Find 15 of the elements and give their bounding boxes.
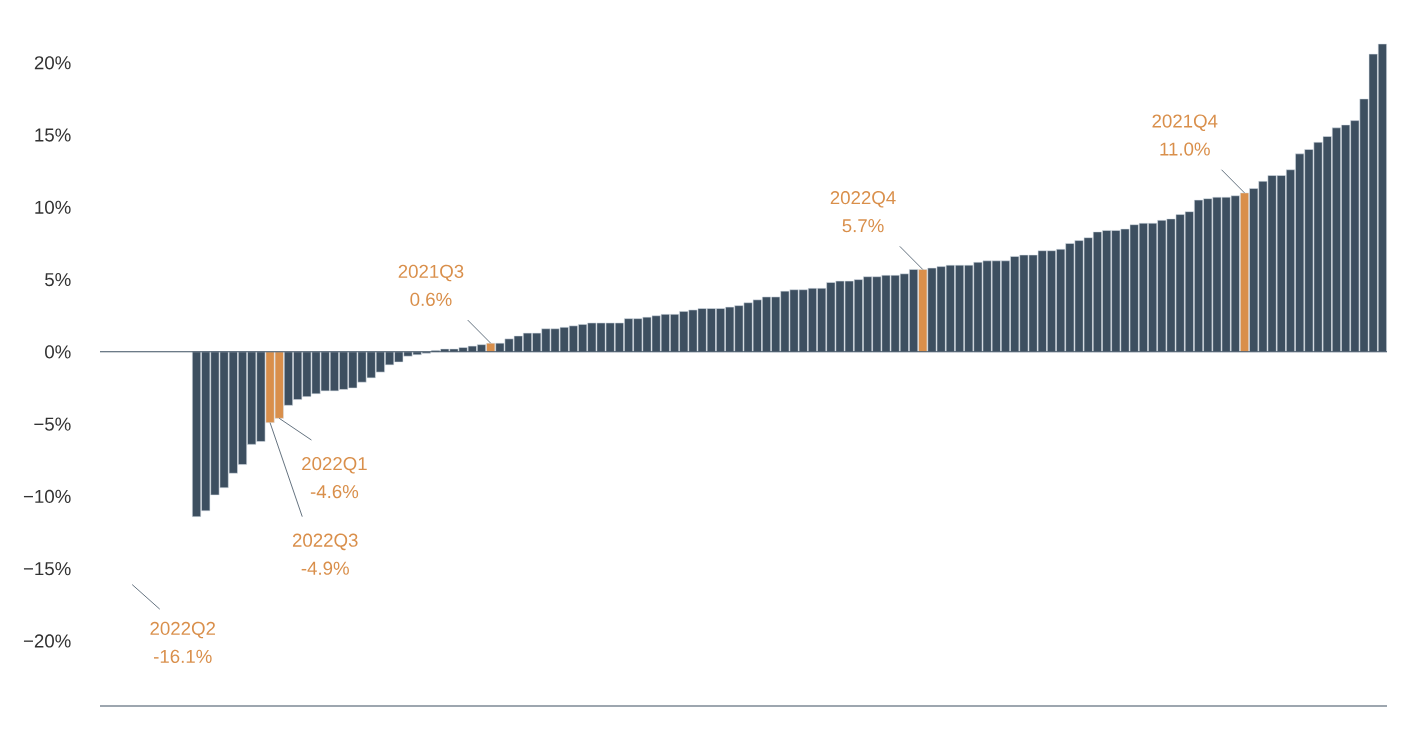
y-tick-label: 20% [34, 56, 71, 70]
annotation: 2021Q4 11.0% [1152, 114, 1218, 156]
y-tick-label: 0% [45, 345, 71, 359]
annotation: 2022Q3 -4.9% [292, 533, 358, 575]
y-tick-label: −5% [34, 417, 71, 431]
annotation: 2021Q3 0.6% [398, 264, 464, 306]
y-tick-label: 10% [35, 200, 71, 214]
annotation: 2022Q1 -4.6% [302, 457, 367, 499]
y-tick-label: −20% [23, 634, 71, 648]
y-tick-label: 5% [45, 273, 71, 287]
y-tick-label: −15% [23, 562, 71, 576]
y-tick-label: −10% [23, 489, 71, 504]
annotation: 2022Q2 -16.1% [150, 621, 216, 664]
annotation: 2022Q4 5.7% [830, 191, 896, 233]
y-tick-label: 15% [35, 128, 71, 142]
